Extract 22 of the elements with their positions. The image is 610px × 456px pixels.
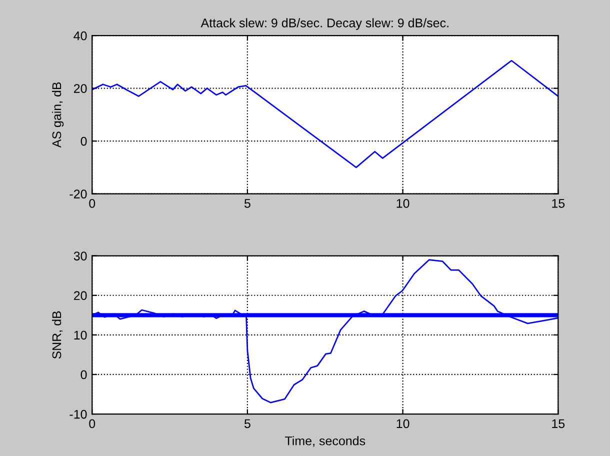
x-tick-label: 15 bbox=[552, 419, 565, 428]
x-tick-label: 0 bbox=[89, 198, 96, 208]
y-tick-label: -20 bbox=[70, 190, 87, 198]
y-axis-title: SNR, dB bbox=[52, 311, 63, 359]
y-tick-label: 20 bbox=[74, 291, 87, 300]
y-tick-label: 0 bbox=[80, 370, 87, 380]
x-tick-label: 10 bbox=[396, 198, 410, 208]
line-series bbox=[92, 60, 558, 168]
y-axis-title: AS gain, dB bbox=[52, 82, 64, 148]
x-axis-title: Time, seconds bbox=[285, 436, 366, 447]
y-tick-label: 0 bbox=[80, 136, 87, 146]
y-tick-label: -10 bbox=[70, 410, 87, 419]
x-tick-label: 0 bbox=[89, 419, 96, 428]
y-tick-label: 40 bbox=[74, 31, 87, 40]
x-tick-label: 5 bbox=[244, 419, 250, 428]
chart-title: Attack slew: 9 dB/sec. Decay slew: 9 dB/sec. bbox=[200, 18, 448, 30]
y-tick-label: 10 bbox=[74, 330, 87, 340]
x-tick-label: 5 bbox=[244, 199, 250, 208]
x-tick-label: 15 bbox=[552, 199, 565, 208]
y-tick-label: 20 bbox=[74, 84, 87, 93]
y-tick-label: 30 bbox=[74, 252, 87, 260]
x-tick-label: 10 bbox=[396, 419, 410, 428]
